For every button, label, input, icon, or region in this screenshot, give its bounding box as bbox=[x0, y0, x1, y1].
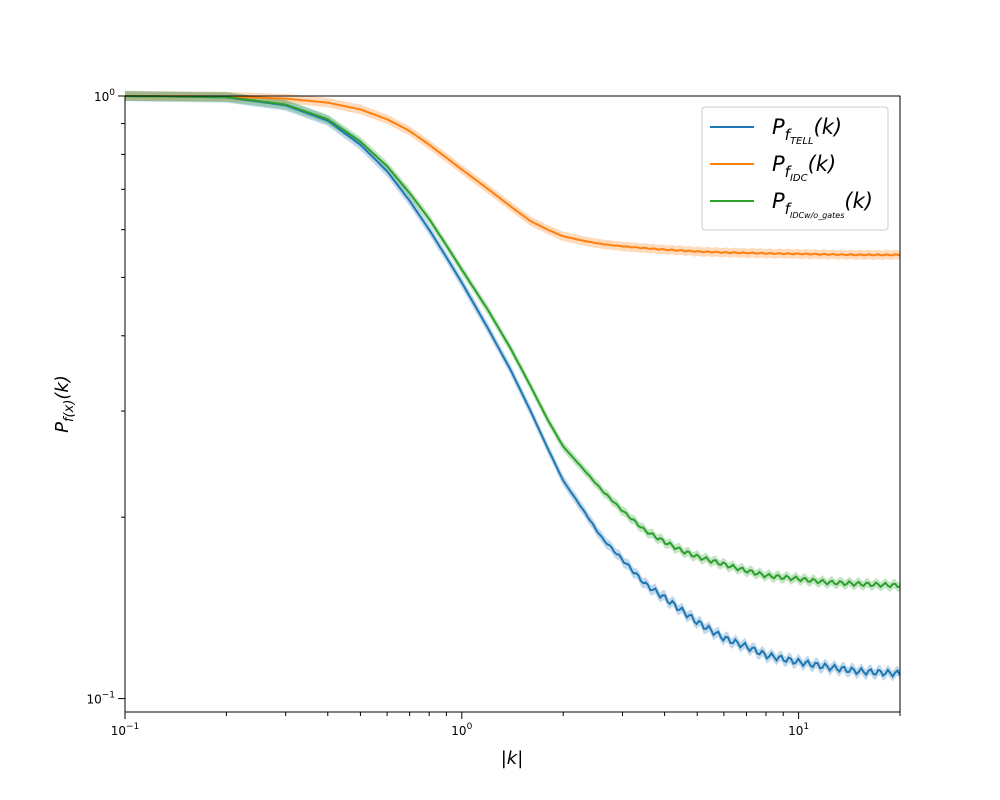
series-line-idc bbox=[125, 95, 901, 257]
legend: PfTELL(k) PfIDC(k) PfIDCw/o_gates(k) bbox=[701, 106, 889, 231]
plot-frame bbox=[124, 95, 901, 713]
x-tick-label: 100 bbox=[451, 722, 472, 738]
svg-text:Pf(x)(k): Pf(x)(k) bbox=[52, 375, 77, 433]
legend-label: PfIDC(k) bbox=[772, 152, 836, 184]
x-tick-label: 101 bbox=[788, 722, 809, 738]
y-axis-label: Pf(x)(k) bbox=[52, 375, 77, 433]
y-axis: 10−1 100 bbox=[86, 88, 125, 707]
y-tick-label: 10−1 bbox=[86, 691, 115, 707]
series-line-idcw-o-gates bbox=[125, 95, 901, 589]
series-lines bbox=[125, 95, 901, 679]
legend-label: PfIDCw/o_gates(k) bbox=[772, 189, 873, 220]
x-axis: 10−1 100 101 bbox=[111, 712, 901, 738]
y-tick-label: 100 bbox=[94, 88, 115, 104]
x-axis-label: |k| bbox=[501, 748, 524, 769]
x-tick-label: 10−1 bbox=[111, 722, 140, 738]
legend-box bbox=[701, 106, 889, 231]
legend-label: PfTELL(k) bbox=[772, 115, 842, 147]
